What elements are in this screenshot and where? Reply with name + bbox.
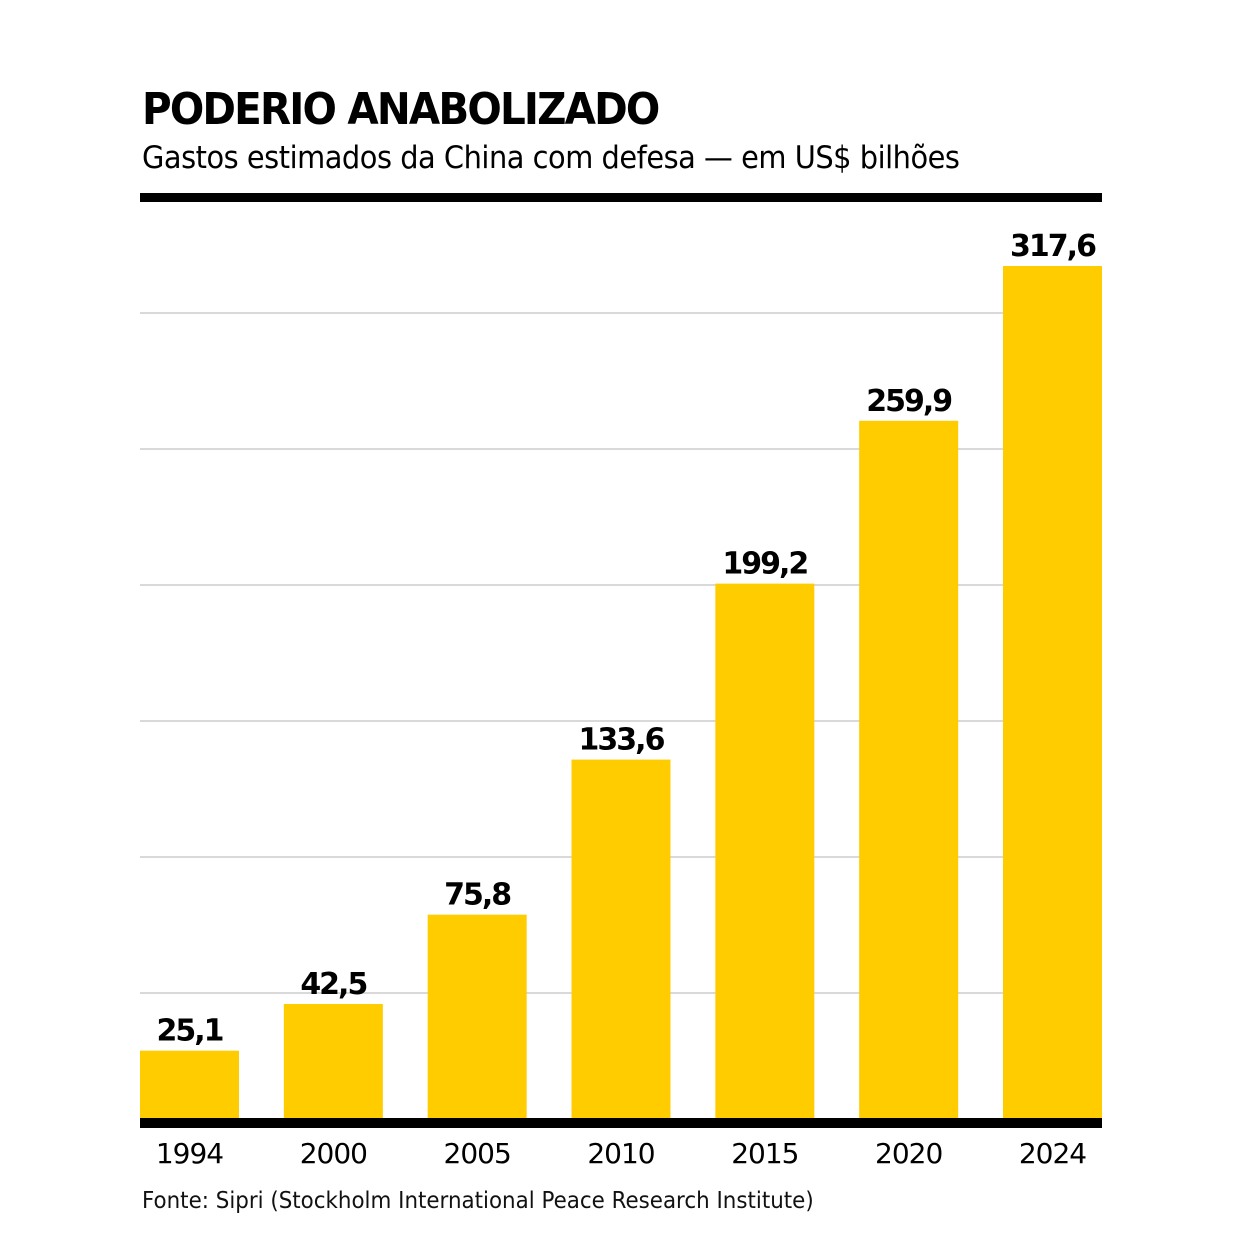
- x-tick-2010: 2010: [587, 1137, 654, 1170]
- value-label-2020: 259,9: [866, 384, 951, 419]
- x-tick-2000: 2000: [300, 1137, 367, 1170]
- value-label-2005: 75,8: [444, 878, 511, 913]
- bar-2024: [1003, 266, 1102, 1118]
- bar-2015: [715, 583, 815, 1118]
- x-tick-2015: 2015: [731, 1137, 798, 1170]
- source-note: Fonte: Sipri (Stockholm International Pe…: [142, 1188, 814, 1214]
- title-rule: [140, 193, 1102, 202]
- x-tick-labels: 1994 2000 2005 2010 2015 2020 2024: [156, 1137, 1087, 1170]
- x-tick-2020: 2020: [875, 1137, 942, 1170]
- value-label-2010: 133,6: [579, 723, 665, 758]
- x-tick-2005: 2005: [444, 1137, 511, 1170]
- chart-title: PODERIO ANABOLIZADO: [142, 84, 660, 135]
- value-label-2000: 42,5: [300, 967, 366, 1002]
- bar-2010: [571, 759, 671, 1118]
- value-label-2024: 317,6: [1010, 229, 1096, 264]
- bar-2000: [283, 1003, 383, 1118]
- bar-2005: [427, 914, 527, 1118]
- bars: [140, 266, 1102, 1119]
- x-tick-2024: 2024: [1019, 1137, 1086, 1170]
- chart-subtitle: Gastos estimados da China com defesa — e…: [142, 140, 960, 176]
- x-axis-baseline: [140, 1118, 1102, 1128]
- bar-2020: [859, 420, 959, 1119]
- value-label-1994: 25,1: [156, 1014, 222, 1049]
- value-labels: 25,1 42,5 75,8 133,6 199,2 259,9 317,6: [156, 229, 1098, 1049]
- value-label-2015: 199,2: [722, 547, 807, 582]
- bar-1994: [140, 1050, 239, 1118]
- x-tick-1994: 1994: [156, 1137, 223, 1170]
